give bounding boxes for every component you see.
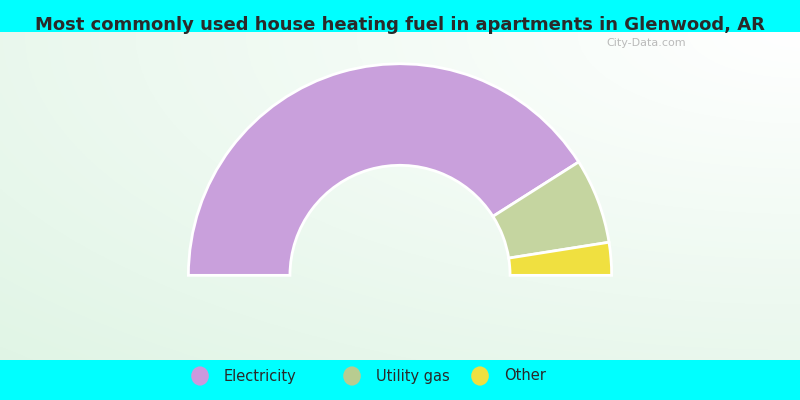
Text: Other: Other [504, 368, 546, 384]
Wedge shape [493, 162, 609, 258]
Text: Most commonly used house heating fuel in apartments in Glenwood, AR: Most commonly used house heating fuel in… [35, 16, 765, 34]
Text: Utility gas: Utility gas [376, 368, 450, 384]
Wedge shape [509, 242, 612, 275]
Ellipse shape [191, 366, 209, 386]
Wedge shape [188, 64, 578, 275]
Ellipse shape [343, 366, 361, 386]
Text: Electricity: Electricity [224, 368, 297, 384]
Ellipse shape [471, 366, 489, 386]
Text: City-Data.com: City-Data.com [606, 38, 686, 48]
